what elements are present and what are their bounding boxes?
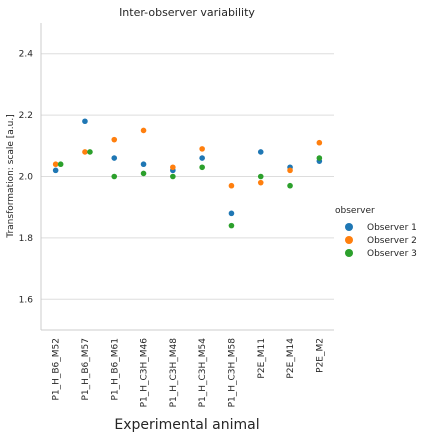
- y-tick-labels: 1.6 1.8 2.0 2.2 2.4: [19, 50, 34, 306]
- data-point-observer-3: [140, 170, 147, 177]
- x-tick-label: P2E_M11: [257, 338, 267, 379]
- legend-marker: [345, 236, 353, 244]
- y-tick-label: 2.2: [19, 111, 33, 121]
- data-point-observer-1: [82, 118, 88, 125]
- x-tick-label: P1_H_C3H_M46: [140, 338, 150, 408]
- data-point-observer-2: [316, 139, 323, 146]
- data-point-observer-3: [87, 149, 93, 155]
- data-point-observer-2: [82, 149, 88, 155]
- y-tick-label: 1.8: [19, 234, 34, 244]
- legend-label: Observer 1: [367, 223, 417, 233]
- legend-label: Observer 2: [367, 236, 417, 246]
- data-point-observer-1: [257, 149, 264, 155]
- data-point-observer-2: [170, 164, 176, 171]
- data-point-observer-3: [287, 182, 293, 189]
- data-points: [52, 118, 323, 229]
- x-tick-label: P1_H_C3H_M54: [198, 338, 208, 408]
- x-tick-label: P1_H_C3H_M48: [169, 338, 179, 408]
- data-point-observer-1: [111, 155, 118, 161]
- data-point-observer-2: [257, 179, 264, 186]
- data-point-observer-3: [316, 155, 323, 161]
- y-tick-label: 2.4: [19, 50, 34, 60]
- y-tick-label: 2.0: [19, 173, 34, 183]
- x-tick-label: P1_H_B6_M52: [52, 338, 62, 401]
- legend-marker: [345, 249, 353, 257]
- data-point-observer-3: [170, 173, 176, 180]
- data-point-observer-3: [228, 222, 235, 229]
- data-point-observer-3: [111, 173, 118, 180]
- data-point-observer-3: [257, 173, 264, 180]
- x-tick-label: P1_H_C3H_M58: [227, 338, 237, 408]
- data-point-observer-2: [52, 161, 59, 168]
- data-point-observer-3: [199, 164, 205, 171]
- data-point-observer-2: [287, 167, 293, 174]
- data-point-observer-1: [52, 167, 59, 174]
- legend-marker: [345, 223, 353, 231]
- data-point-observer-2: [140, 127, 147, 134]
- legend-title: observer: [335, 206, 375, 216]
- legend-label: Observer 3: [367, 249, 417, 259]
- chart-title: Inter-observer variability: [119, 6, 255, 19]
- data-point-observer-1: [140, 161, 147, 168]
- data-point-observer-1: [228, 210, 235, 217]
- data-point-observer-2: [111, 136, 118, 143]
- data-point-observer-2: [199, 146, 205, 152]
- x-tick-label: P1_H_B6_M61: [110, 338, 120, 401]
- y-gridlines: [41, 53, 334, 300]
- x-tick-labels: P1_H_B6_M52 P1_H_B6_M57 P1_H_B6_M61 P1_H_C3…: [52, 338, 326, 408]
- x-axis-label: Experimental animal: [114, 417, 259, 433]
- y-tick-label: 1.6: [19, 295, 34, 305]
- legend-items: Observer 1 Observer 2 Observer 3: [345, 223, 417, 259]
- x-tick-label: P2E_M14: [286, 338, 296, 379]
- x-tick-label: P2E_M2: [315, 338, 325, 373]
- y-axis-label: Transformation: scale [a.u.]: [6, 114, 16, 238]
- data-point-observer-1: [199, 155, 205, 161]
- x-tick-label: P1_H_B6_M57: [81, 338, 91, 401]
- legend: observer Observer 1 Observer 2 Observer 3: [335, 206, 417, 259]
- data-point-observer-3: [57, 161, 64, 168]
- data-point-observer-2: [228, 182, 235, 189]
